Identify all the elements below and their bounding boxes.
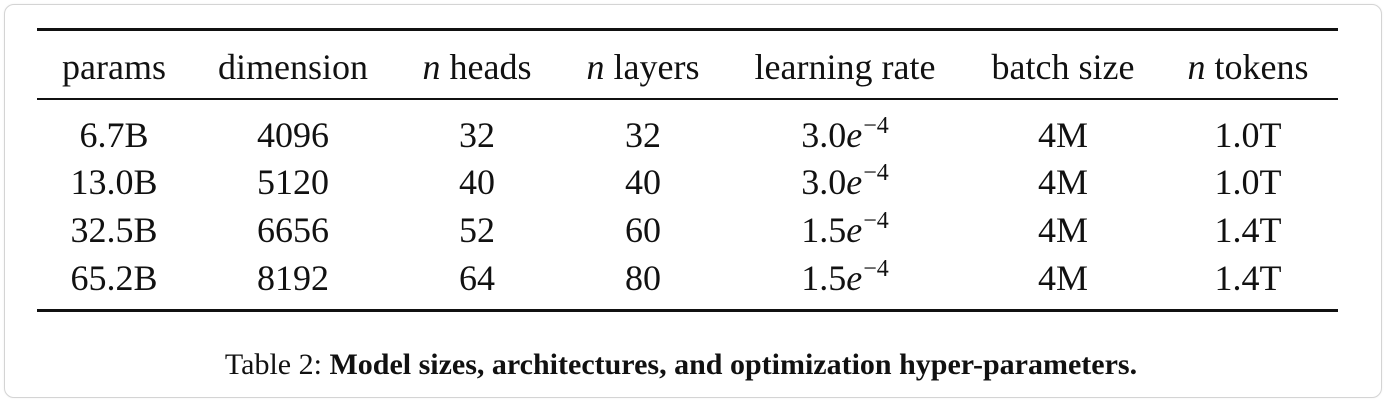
header-n-tokens: n tokens — [1187, 47, 1309, 87]
cell-params: 32.5B — [70, 210, 158, 250]
header-rule — [37, 98, 1338, 100]
cell-dimension: 6656 — [257, 210, 329, 250]
header-dimension: dimension — [218, 47, 368, 87]
header-learning-rate: learning rate — [754, 47, 936, 87]
cell-params: 13.0B — [70, 162, 158, 202]
cell-heads: 32 — [459, 115, 495, 155]
cell-heads: 64 — [459, 258, 495, 298]
cell-batch-size: 4M — [1037, 258, 1089, 298]
cell-layers: 60 — [625, 210, 661, 250]
cell-batch-size: 4M — [1037, 115, 1089, 155]
header-n-heads: n heads — [422, 47, 532, 87]
math-var-n: n — [422, 47, 441, 87]
math-var-n: n — [1187, 47, 1206, 87]
cell-tokens: 1.0T — [1214, 162, 1282, 202]
caption-label: Table 2: — [224, 348, 330, 381]
cell-layers: 40 — [625, 162, 661, 202]
cell-learning-rate: 3.0e−4 — [801, 160, 889, 202]
cell-tokens: 1.4T — [1214, 210, 1282, 250]
caption-title: Model sizes, architectures, and optimiza… — [329, 348, 1138, 381]
math-var-n: n — [586, 47, 605, 87]
bottom-rule — [37, 309, 1338, 312]
top-rule — [37, 28, 1338, 31]
cell-batch-size: 4M — [1037, 210, 1089, 250]
cell-layers: 32 — [625, 115, 661, 155]
cell-learning-rate: 1.5e−4 — [801, 256, 889, 298]
cell-tokens: 1.4T — [1214, 258, 1282, 298]
header-params: params — [62, 47, 166, 87]
cell-batch-size: 4M — [1037, 162, 1089, 202]
cell-dimension: 5120 — [257, 162, 329, 202]
table-caption: Table 2: Model sizes, architectures, and… — [225, 350, 1137, 380]
cell-heads: 52 — [459, 210, 495, 250]
cell-layers: 80 — [625, 258, 661, 298]
cell-learning-rate: 3.0e−4 — [801, 113, 889, 155]
table-figure: params dimension n heads n layers learni… — [4, 4, 1382, 398]
cell-heads: 40 — [459, 162, 495, 202]
cell-params: 6.7B — [79, 115, 149, 155]
cell-params: 65.2B — [70, 258, 158, 298]
header-batch-size: batch size — [991, 47, 1135, 87]
cell-tokens: 1.0T — [1214, 115, 1282, 155]
header-n-layers: n layers — [586, 47, 700, 87]
cell-dimension: 8192 — [257, 258, 329, 298]
cell-learning-rate: 1.5e−4 — [801, 208, 889, 250]
cell-dimension: 4096 — [257, 115, 329, 155]
